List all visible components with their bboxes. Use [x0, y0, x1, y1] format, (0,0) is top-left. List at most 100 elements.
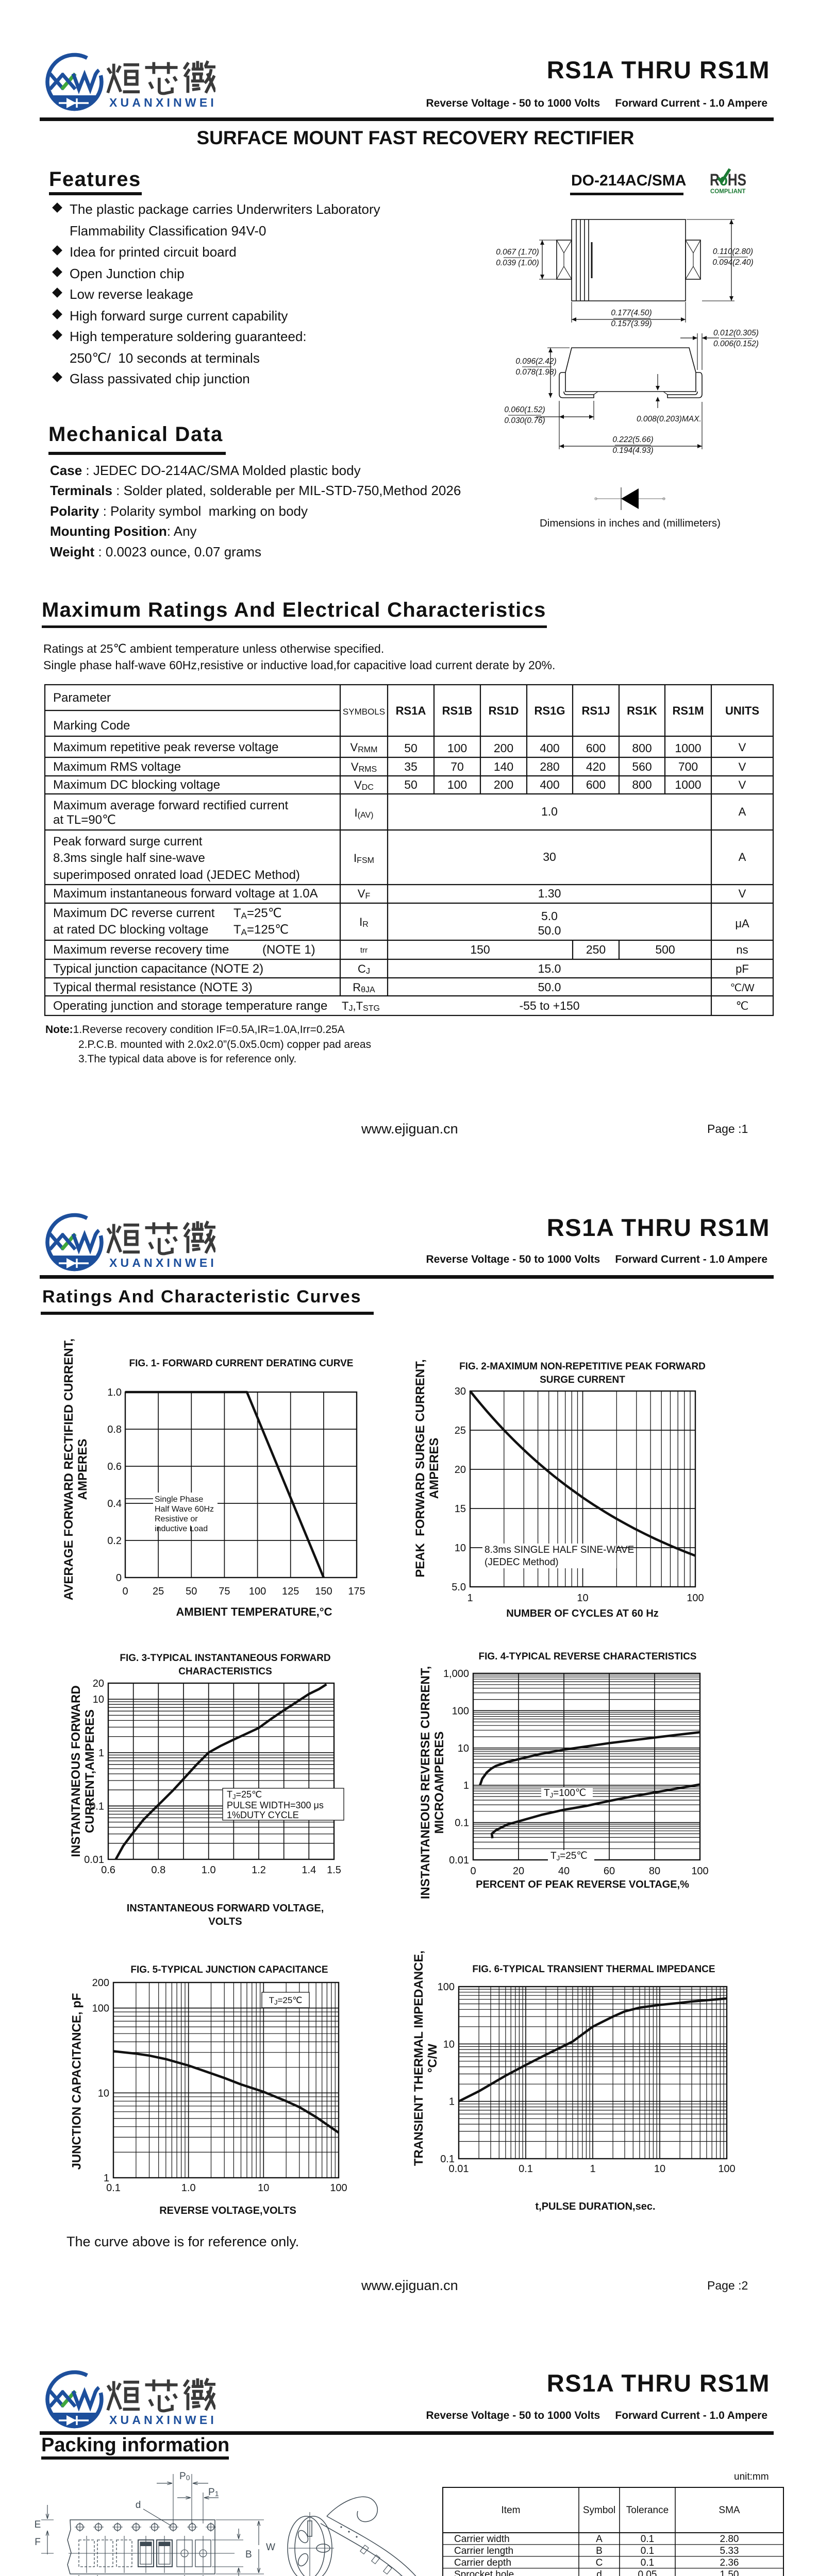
- svg-text:0: 0: [122, 1586, 128, 1597]
- svg-text:10: 10: [455, 1543, 466, 1554]
- svg-text:0.157(3.99): 0.157(3.99): [611, 319, 652, 328]
- svg-text:10: 10: [98, 2088, 109, 2099]
- svg-text:P0: P0: [179, 2471, 190, 2482]
- svg-text:150: 150: [470, 943, 490, 956]
- svg-text:A: A: [739, 805, 746, 818]
- svg-text:Carrier depth: Carrier depth: [454, 2557, 511, 2568]
- svg-text:Marking Code: Marking Code: [53, 719, 130, 733]
- svg-text:pF: pF: [736, 962, 749, 975]
- svg-text:1.5: 1.5: [327, 1865, 341, 1876]
- svg-text:15: 15: [455, 1503, 466, 1515]
- svg-text:20: 20: [93, 1678, 104, 1689]
- svg-text:Resistive or: Resistive or: [155, 1515, 198, 1523]
- svg-text:10: 10: [258, 2182, 269, 2194]
- svg-text:75: 75: [219, 1586, 230, 1597]
- svg-text:1.0: 1.0: [107, 1387, 122, 1398]
- svg-text:Maximum reverse recovery time: Maximum reverse recovery time: [53, 943, 229, 957]
- svg-text:100: 100: [438, 1981, 455, 1993]
- svg-text:Operating junction and storage: Operating junction and storage temperatu…: [53, 999, 327, 1013]
- svg-text:d: d: [596, 2569, 602, 2576]
- svg-text:W: W: [266, 2542, 275, 2553]
- svg-text:1: 1: [104, 2173, 109, 2184]
- svg-text:Item: Item: [502, 2505, 521, 2516]
- svg-text:TJ=25℃: TJ=25℃: [269, 1995, 303, 2006]
- svg-text:50: 50: [404, 778, 418, 791]
- svg-text:0.01: 0.01: [449, 2163, 469, 2175]
- svg-text:RS1K: RS1K: [627, 704, 657, 717]
- svg-text:d: d: [136, 2500, 141, 2511]
- svg-text:0.4: 0.4: [107, 1498, 122, 1510]
- svg-text:1: 1: [590, 2163, 595, 2175]
- svg-text:800: 800: [632, 778, 652, 791]
- svg-text:60: 60: [604, 1866, 615, 1877]
- svg-text:100: 100: [249, 1586, 266, 1597]
- svg-text:25: 25: [455, 1425, 466, 1436]
- svg-text:10: 10: [443, 2039, 455, 2050]
- svg-text:1.0: 1.0: [181, 2182, 196, 2194]
- svg-text:RS1J: RS1J: [581, 704, 610, 717]
- svg-text:1.50: 1.50: [720, 2569, 739, 2576]
- svg-text:F: F: [35, 2537, 41, 2548]
- svg-text:0.05: 0.05: [638, 2569, 657, 2576]
- svg-text:0.006(0.152): 0.006(0.152): [713, 340, 759, 348]
- svg-text:0.8: 0.8: [151, 1865, 165, 1876]
- svg-text:50: 50: [404, 741, 418, 755]
- svg-text:0.1: 0.1: [106, 2182, 121, 2194]
- svg-text:Maximum repetitive peak revers: Maximum repetitive peak reverse voltage: [53, 740, 279, 754]
- svg-text:80: 80: [649, 1866, 660, 1877]
- svg-text:0.008(0.203)MAX.: 0.008(0.203)MAX.: [637, 415, 702, 423]
- svg-text:RS1G: RS1G: [535, 704, 565, 717]
- svg-text:5.0: 5.0: [541, 909, 558, 923]
- svg-text:VDC: VDC: [354, 778, 374, 792]
- svg-text:0.067 (1.70): 0.067 (1.70): [496, 248, 539, 257]
- svg-text:0: 0: [116, 1572, 122, 1584]
- svg-text:40: 40: [558, 1866, 570, 1877]
- svg-text:10: 10: [577, 1592, 588, 1604]
- svg-text:B: B: [245, 2549, 252, 2560]
- svg-text:E: E: [35, 2519, 41, 2530]
- svg-text:Tolerance: Tolerance: [626, 2505, 669, 2516]
- svg-text:15.0: 15.0: [538, 962, 561, 975]
- svg-text:0.060(1.52): 0.060(1.52): [504, 405, 545, 414]
- svg-text:100: 100: [447, 778, 467, 791]
- svg-text:RS1A: RS1A: [396, 704, 426, 717]
- svg-text:V: V: [739, 760, 746, 773]
- svg-text:Typical junction capacitance (: Typical junction capacitance (NOTE 2): [53, 962, 263, 976]
- svg-text:0.1: 0.1: [519, 2163, 533, 2175]
- svg-text:2.36: 2.36: [720, 2557, 739, 2568]
- svg-text:50.0: 50.0: [538, 980, 561, 994]
- svg-text:VRMM: VRMM: [350, 741, 378, 754]
- svg-text:200: 200: [92, 1977, 109, 1989]
- svg-text:RS1M: RS1M: [672, 704, 704, 717]
- svg-text:100: 100: [691, 1866, 708, 1877]
- svg-text:A: A: [596, 2534, 603, 2545]
- svg-text:UNITS: UNITS: [725, 704, 759, 717]
- svg-text:0.6: 0.6: [107, 1461, 122, 1472]
- svg-text:0.2: 0.2: [107, 1535, 122, 1547]
- svg-text:280: 280: [540, 760, 559, 773]
- svg-text:1,000: 1,000: [443, 1668, 469, 1680]
- svg-text:IR: IR: [359, 916, 369, 929]
- svg-text:ns: ns: [736, 943, 748, 956]
- svg-text:175: 175: [348, 1586, 365, 1597]
- svg-text:50.0: 50.0: [538, 924, 561, 937]
- svg-text:100: 100: [330, 2182, 347, 2194]
- svg-text:1%DUTY CYCLE: 1%DUTY CYCLE: [227, 1810, 299, 1820]
- svg-text:Maximum DC blocking voltage: Maximum DC blocking voltage: [53, 778, 220, 792]
- svg-text:8.3ms single half sine-wave: 8.3ms single half sine-wave: [53, 851, 205, 865]
- svg-text:0.1: 0.1: [641, 2546, 654, 2556]
- svg-text:RS1D: RS1D: [489, 704, 519, 717]
- svg-text:SMA: SMA: [719, 2505, 740, 2516]
- svg-text:70: 70: [450, 760, 464, 773]
- svg-text:Half Wave 60Hz: Half Wave 60Hz: [155, 1505, 214, 1514]
- svg-text:Single Phase: Single Phase: [155, 1495, 203, 1504]
- svg-text:Maximum instantaneous forward: Maximum instantaneous forward voltage at…: [53, 887, 318, 901]
- svg-text:Maximum RMS voltage: Maximum RMS voltage: [53, 760, 181, 774]
- svg-text:140: 140: [494, 760, 513, 773]
- svg-text:PULSE WIDTH=300 μs: PULSE WIDTH=300 μs: [227, 1800, 324, 1810]
- svg-text:0: 0: [470, 1866, 476, 1877]
- svg-text:TJ=25℃: TJ=25℃: [550, 1851, 588, 1862]
- svg-text:20: 20: [513, 1866, 524, 1877]
- svg-text:μA: μA: [735, 917, 749, 930]
- svg-text:at rated DC blocking voltage: at rated DC blocking voltage: [53, 923, 209, 937]
